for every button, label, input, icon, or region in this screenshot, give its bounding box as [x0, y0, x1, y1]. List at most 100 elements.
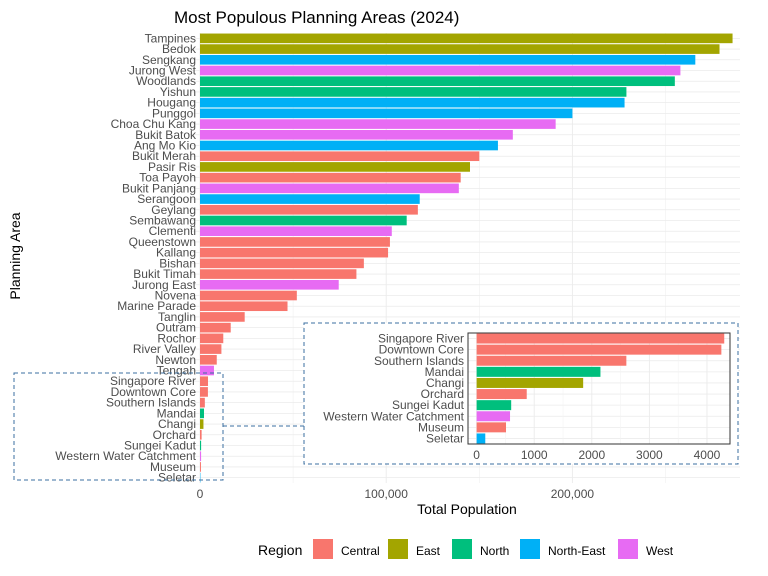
y-tick-label: Hougang — [147, 96, 196, 110]
legend-title: Region — [258, 542, 302, 558]
y-tick-label: Novena — [155, 289, 197, 303]
inset-x-tick-label: 1000 — [521, 448, 548, 462]
inset-x-tick-labels: 0 1000 2000 3000 4000 — [473, 448, 720, 462]
y-axis-title: Planning Area — [7, 212, 23, 299]
y-tick-label: Bukit Timah — [133, 267, 196, 281]
bar-geylang — [200, 204, 418, 215]
bar-rochor — [200, 333, 224, 344]
bar-museum — [200, 462, 201, 472]
bar-serangoon — [200, 194, 420, 204]
bar-bishan — [200, 258, 364, 269]
legend-swatch-east — [388, 539, 408, 559]
bar-newton — [200, 354, 217, 365]
x-tick-label: 0 — [197, 487, 204, 501]
bar-western-water-catchment — [200, 451, 202, 462]
inset-panel-border — [467, 332, 731, 445]
bar-queenstown — [200, 237, 390, 247]
legend-label-north-east: North-East — [548, 544, 606, 558]
y-tick-label: Seletar — [158, 471, 196, 485]
bar-bukit-panjang — [200, 183, 459, 194]
y-tick-label: Yishun — [160, 85, 196, 99]
main-x-tick-labels: 0 100,000 200,000 — [197, 487, 595, 501]
bar-marine-parade — [200, 301, 288, 312]
y-tick-label: Sembawang — [129, 214, 196, 228]
y-tick-label: Kallang — [156, 246, 196, 260]
bar-choa-chu-kang — [200, 119, 556, 129]
y-tick-label: Jurong East — [132, 278, 197, 292]
bar-sungei-kadut — [200, 440, 202, 451]
y-tick-label: Western Water Catchment — [55, 449, 196, 463]
legend-label-north: North — [480, 544, 509, 558]
bar-novena — [200, 290, 297, 301]
y-tick-label: Clementi — [149, 224, 196, 238]
y-tick-label: Bukit Merah — [132, 149, 196, 163]
bar-bukit-merah — [200, 151, 480, 162]
inset-y-tick-label: Orchard — [421, 387, 464, 401]
bar-ang-mo-kio — [200, 140, 498, 151]
y-tick-label: Bishan — [159, 256, 196, 270]
bar-woodlands — [200, 76, 675, 87]
bar-pasir-ris — [200, 162, 470, 172]
inset-y-tick-label: Museum — [418, 420, 464, 434]
bar-singapore-river — [200, 376, 209, 387]
inset-bar-seletar — [476, 433, 486, 444]
y-tick-label: River Valley — [133, 342, 196, 356]
y-tick-label: Sungei Kadut — [124, 439, 197, 453]
inset-bar-changi — [476, 377, 584, 388]
y-tick-label: Marine Parade — [117, 299, 196, 313]
inset-bar-singapore-river — [476, 333, 725, 344]
bar-downtown-core — [200, 387, 208, 397]
y-tick-label: Queenstown — [129, 235, 196, 249]
legend-swatch-north — [452, 539, 472, 559]
bar-southern-islands — [200, 397, 205, 408]
bar-clementi — [200, 226, 392, 237]
y-tick-label: Choa Chu Kang — [111, 117, 196, 131]
y-tick-label: Mandai — [157, 406, 196, 420]
inset-bar-orchard — [476, 389, 527, 400]
y-tick-label: Outram — [156, 321, 196, 335]
bar-tanglin — [200, 312, 245, 322]
y-tick-label: Ang Mo Kio — [134, 139, 196, 153]
y-tick-label: Bukit Panjang — [122, 181, 196, 195]
legend-label-west: West — [646, 544, 674, 558]
y-tick-label: Rochor — [157, 331, 196, 345]
bar-bedok — [200, 44, 720, 54]
inset-y-tick-label: Seletar — [426, 431, 464, 445]
y-tick-label: Bukit Batok — [135, 128, 197, 142]
legend-label-central: Central — [341, 544, 380, 558]
inset-y-tick-label: Changi — [426, 376, 464, 390]
inset-bar-southern-islands — [476, 355, 627, 366]
bar-bukit-batok — [200, 129, 513, 140]
y-tick-label: Singapore River — [110, 374, 196, 388]
x-axis-title: Total Population — [417, 501, 517, 517]
y-tick-label: Woodlands — [136, 74, 196, 88]
inset-bars — [476, 333, 725, 444]
bar-jurong-west — [200, 65, 681, 76]
legend-swatch-west — [618, 539, 638, 559]
y-tick-label: Bedok — [162, 42, 197, 56]
y-tick-label: Southern Islands — [106, 396, 196, 410]
bar-tengah — [200, 365, 214, 376]
main-bars — [200, 33, 733, 483]
inset-y-tick-label: Mandai — [425, 365, 464, 379]
inset-bar-downtown-core — [476, 344, 722, 355]
legend-label-east: East — [416, 544, 441, 558]
y-tick-label: Orchard — [153, 428, 196, 442]
bar-orchard — [200, 429, 202, 440]
bar-jurong-east — [200, 279, 339, 290]
bar-hougang — [200, 97, 625, 108]
inset-y-tick-label: Southern Islands — [374, 354, 464, 368]
bar-toa-payoh — [200, 172, 461, 183]
bar-outram — [200, 322, 231, 333]
chart-title: Most Populous Planning Areas (2024) — [174, 8, 459, 27]
inset-x-tick-label: 4000 — [694, 448, 721, 462]
x-tick-label: 200,000 — [551, 487, 595, 501]
y-tick-label: Punggol — [152, 106, 196, 120]
y-tick-label: Sengkang — [142, 53, 196, 67]
bar-tampines — [200, 33, 733, 44]
inset-x-tick-label: 3000 — [636, 448, 663, 462]
y-tick-label: Tanglin — [158, 310, 196, 324]
y-tick-label: Pasir Ris — [148, 160, 196, 174]
